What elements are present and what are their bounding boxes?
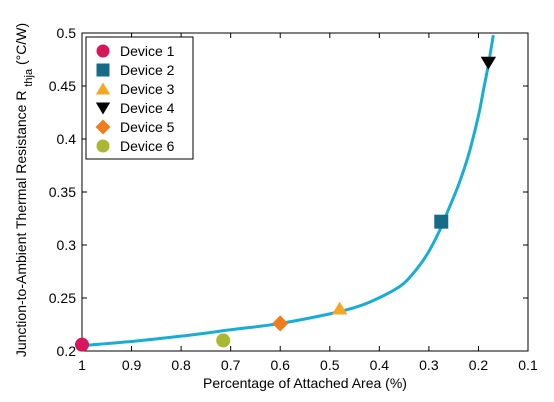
x-tick-label: 0.9 [122,357,142,373]
y-tick-label: 0.25 [49,290,76,306]
x-tick-label: 0.7 [221,357,241,373]
x-tick-label: 0.2 [469,357,489,373]
legend-label-device-1: Device 1 [120,43,175,59]
legend-label-device-4: Device 4 [120,100,175,116]
x-tick-label: 0.3 [419,357,439,373]
axes: 1 0.9 0.8 0.7 0.6 0.5 0.4 0.3 0.2 0.1 0.2 0.25 0.3 0.… [49,25,538,373]
legend-label-device-6: Device 6 [120,138,175,154]
y-axis-title-subscript: thja [23,68,35,87]
y-tick-label: 0.45 [49,78,76,94]
x-tick-label: 0.5 [320,357,340,373]
data-point-device-2 [434,214,449,229]
legend: Device 1 Device 2 Device 3 Device 4 Device 5… [85,36,194,160]
y-tick-label: 0.5 [57,25,77,41]
fit-curve [81,34,495,348]
legend-label-device-2: Device 2 [120,62,175,78]
x-tick-label: 0.8 [171,357,191,373]
x-tick-label: 1 [78,357,86,373]
legend-marker-device-4 [95,102,111,115]
x-tick-label: 0.6 [270,357,290,373]
y-tick-label: 0.3 [57,237,77,253]
data-point-device-6 [216,333,231,348]
y-tick-label: 0.2 [57,343,77,359]
x-axis-title: Percentage of Attached Area (%) [203,375,407,391]
data-point-device-1 [75,337,89,352]
data-point-device-4 [480,56,497,70]
x-tick-label: 0.4 [370,357,390,373]
fit-curve-layer [81,34,495,348]
y-tick-label: 0.35 [49,184,76,200]
legend-label-device-5: Device 5 [120,119,175,135]
data-markers [75,56,497,352]
data-point-device-3 [331,301,348,315]
legend-marker-device-5 [95,119,111,135]
data-point-device-5 [272,315,289,332]
legend-marker-device-1 [96,44,110,58]
y-tick-label: 0.4 [57,131,77,147]
y-axis-title-unit: (°C/W) [13,23,29,65]
legend-marker-device-6 [96,139,110,153]
x-tick-label: 0.1 [518,357,538,373]
legend-label-device-3: Device 3 [120,81,175,97]
y-axis-title-main: Junction-to-Ambient Thermal Resistance R [13,91,29,358]
legend-marker-device-3 [95,82,111,95]
y-axis-title: Junction-to-Ambient Thermal Resistance R… [13,23,35,357]
legend-marker-device-2 [96,63,110,77]
